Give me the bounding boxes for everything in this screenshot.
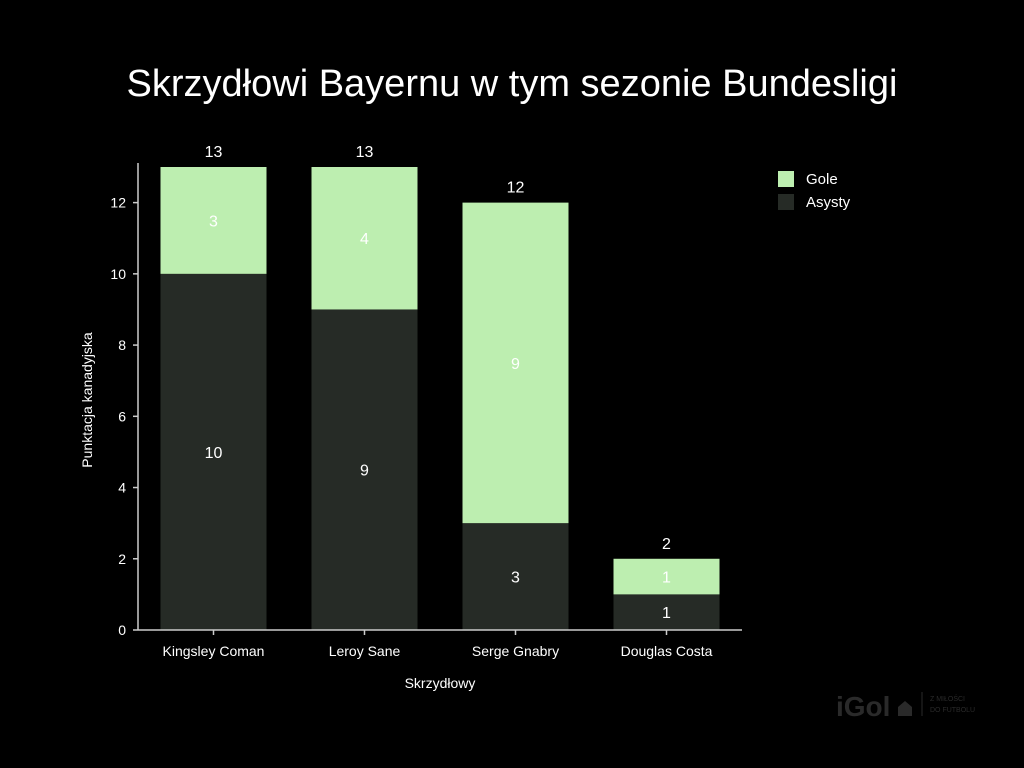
legend: Gole Asysty <box>778 171 851 211</box>
y-tick-label: 6 <box>118 408 126 424</box>
legend-swatch-gole <box>778 171 794 187</box>
watermark-logo: iGol Z MIŁOŚCI DO FUTBOLU <box>836 691 975 722</box>
x-axis-title: Skrzydłowy <box>405 675 476 691</box>
legend-label-asysty: Asysty <box>806 194 851 211</box>
chart-title: Skrzydłowi Bayernu w tym sezonie Bundesl… <box>127 63 898 105</box>
legend-swatch-asysty <box>778 194 794 210</box>
segment-value-label: 9 <box>511 356 520 373</box>
segment-value-label: 1 <box>662 605 671 622</box>
segment-value-label: 3 <box>209 213 218 230</box>
logo-tagline-1: Z MIŁOŚCI <box>930 694 965 703</box>
y-tick-label: 0 <box>118 622 126 638</box>
bar-segment-gole <box>613 558 720 595</box>
bar-segment-asysty <box>160 273 267 630</box>
segment-value-label: 9 <box>360 463 369 480</box>
logo-house-icon <box>898 701 912 716</box>
x-tick-label: Serge Gnabry <box>472 643 559 659</box>
segment-value-label: 1 <box>662 570 671 587</box>
bar-segment-asysty <box>462 523 569 630</box>
bar-total-label: 2 <box>662 536 671 553</box>
y-tick-label: 8 <box>118 337 126 353</box>
bar-total-label: 13 <box>205 144 223 161</box>
y-tick-label: 2 <box>118 551 126 567</box>
x-tick-label: Leroy Sane <box>329 643 401 659</box>
segment-value-label: 10 <box>205 445 223 462</box>
y-tick-label: 12 <box>110 195 126 211</box>
logo-brand: iGol <box>836 691 890 722</box>
bar-segment-gole <box>160 167 267 274</box>
y-tick-label: 10 <box>110 266 126 282</box>
bar-segment-asysty <box>613 594 720 630</box>
bar-total-label: 12 <box>507 180 525 197</box>
legend-label-gole: Gole <box>806 171 838 188</box>
bar-segment-gole <box>462 202 569 524</box>
logo-tagline-2: DO FUTBOLU <box>930 707 975 714</box>
segment-value-label: 3 <box>511 570 520 587</box>
bar-segment-asysty <box>311 309 418 630</box>
y-tick-label: 4 <box>118 480 126 496</box>
y-axis-title: Punktacja kanadyjska <box>79 332 95 468</box>
bar-segment-gole <box>311 167 418 310</box>
x-tick-label: Kingsley Coman <box>163 643 265 659</box>
bar-total-label: 13 <box>356 144 374 161</box>
x-tick-label: Douglas Costa <box>621 643 713 659</box>
segment-value-label: 4 <box>360 231 369 248</box>
